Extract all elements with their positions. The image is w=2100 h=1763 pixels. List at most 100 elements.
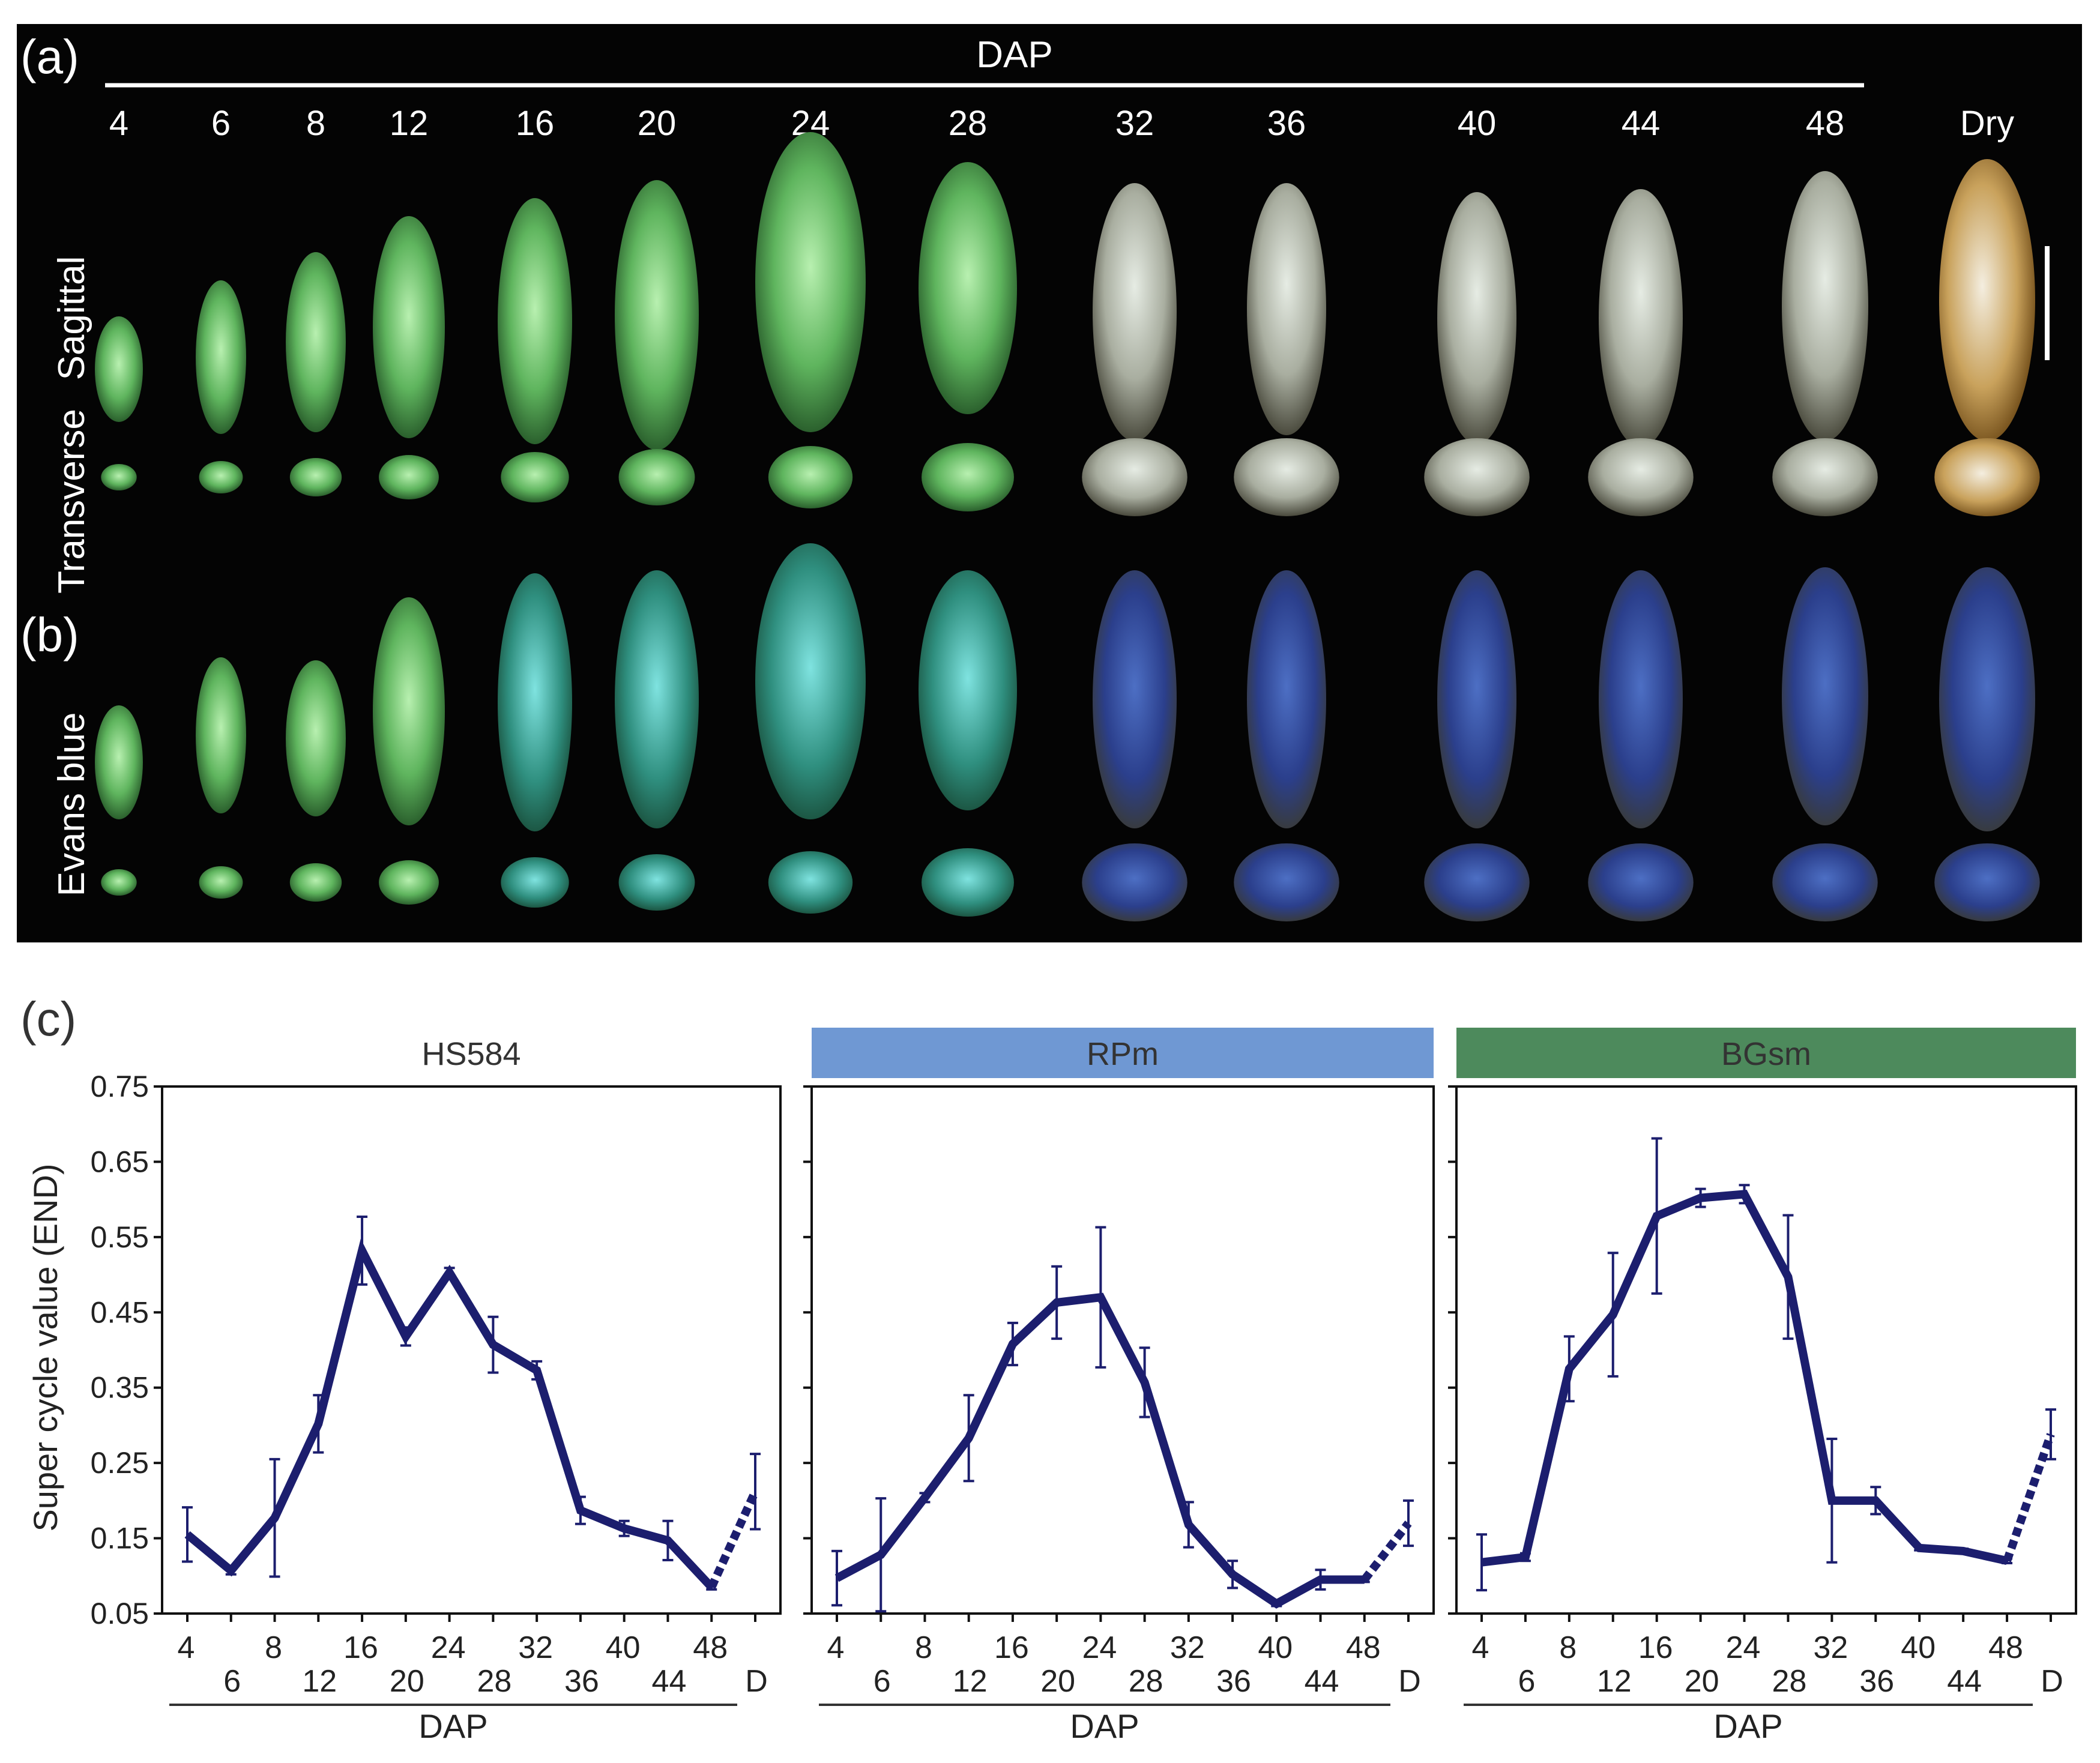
x-tick-label: D: [1398, 1664, 1421, 1699]
y-tick-label: 0.55: [91, 1220, 149, 1254]
x-tick-label: 28: [1129, 1664, 1163, 1699]
evans-blue-sagittal-image: [286, 660, 346, 816]
evans-blue-transverse-image: [379, 860, 439, 905]
y-tick-label: 0.25: [91, 1446, 149, 1480]
x-tick-label: 40: [1901, 1630, 1936, 1665]
evans-blue-sagittal-image: [919, 570, 1017, 810]
chart-title: HS584: [421, 1036, 520, 1072]
evans-blue-transverse-image: [1588, 843, 1694, 921]
y-tick-label: 0.35: [91, 1371, 149, 1405]
x-tick-label: 48: [1346, 1630, 1381, 1665]
x-tick-label: 16: [343, 1630, 378, 1665]
x-tick-label: 32: [518, 1630, 553, 1665]
sagittal-section-image: [196, 280, 246, 434]
timepoint-label: 16: [516, 104, 555, 143]
transverse-section-image: [101, 464, 137, 490]
x-tick-label: D: [745, 1664, 768, 1699]
evans-blue-transverse-image: [768, 851, 853, 914]
timepoint-label: 48: [1806, 104, 1845, 143]
evans-blue-sagittal-image: [755, 543, 866, 819]
x-tick-label: 44: [1947, 1664, 1982, 1699]
row-label-sagittal: Sagittal: [51, 256, 92, 381]
transverse-section-image: [1082, 438, 1187, 516]
transverse-section-image: [1234, 438, 1339, 516]
x-tick-label: 36: [1859, 1664, 1894, 1699]
evans-blue-transverse-image: [922, 848, 1014, 917]
y-tick-label: 0.05: [91, 1597, 149, 1630]
x-tick-label: 20: [390, 1664, 424, 1699]
evans-blue-transverse-image: [1082, 843, 1187, 921]
x-tick-label: 16: [1638, 1630, 1673, 1665]
evans-blue-sagittal-image: [1437, 570, 1516, 828]
plot-frame: [1455, 1085, 2077, 1615]
x-tick-label: 6: [223, 1664, 241, 1699]
evans-blue-sagittal-image: [1247, 570, 1326, 828]
x-tick-label: 32: [1813, 1630, 1848, 1665]
timepoint-label: Dry: [1960, 104, 2014, 143]
sagittal-section-image: [95, 316, 143, 422]
evans-blue-sagittal-image: [498, 573, 572, 831]
timepoint-label: 32: [1115, 104, 1154, 143]
x-tick-label: 16: [994, 1630, 1029, 1665]
transverse-section-image: [1772, 438, 1878, 516]
panel-c-label: (c): [20, 992, 76, 1046]
sagittal-section-image: [919, 162, 1017, 414]
photo-panel-background: [17, 24, 2082, 942]
x-tick-label: 32: [1170, 1630, 1205, 1665]
x-tick-label: 20: [1685, 1664, 1719, 1699]
series-dashed-segment: [1361, 1520, 1412, 1582]
evans-blue-transverse-image: [199, 866, 243, 899]
x-axis-label: DAP: [418, 1707, 487, 1745]
evans-blue-transverse-image: [289, 863, 342, 902]
sagittal-section-image: [1093, 183, 1177, 441]
evans-blue-sagittal-image: [1599, 570, 1683, 828]
x-tick-label: 6: [873, 1664, 891, 1699]
x-tick-label: 40: [1258, 1630, 1293, 1665]
x-axis-label: DAP: [1713, 1707, 1782, 1745]
series-line: [834, 1292, 1365, 1609]
evans-blue-transverse-image: [1234, 843, 1339, 921]
x-tick-label: 4: [1472, 1630, 1489, 1665]
x-tick-label: 28: [477, 1664, 511, 1699]
x-tick-label: 4: [178, 1630, 195, 1665]
sagittal-section-image: [1599, 189, 1683, 447]
sagittal-section-image: [615, 180, 699, 450]
row-label-evans-blue: Evans blue: [51, 713, 92, 897]
x-tick-label: D: [2041, 1664, 2063, 1699]
evans-blue-sagittal-image: [373, 597, 445, 825]
chart-title: BGsm: [1721, 1036, 1811, 1072]
transverse-section-image: [501, 452, 569, 502]
timepoint-label: 4: [109, 104, 128, 143]
chart-header-bar: [1456, 1028, 2076, 1078]
x-tick-label: 24: [1082, 1630, 1117, 1665]
x-tick-label: 8: [915, 1630, 932, 1665]
transverse-section-image: [379, 455, 439, 499]
evans-blue-transverse-image: [501, 857, 569, 908]
panel-a-label: (a): [20, 30, 79, 83]
x-tick-label: 28: [1772, 1664, 1807, 1699]
timepoint-label: 44: [1622, 104, 1661, 143]
sagittal-section-image: [1939, 159, 2035, 441]
timepoint-label: 6: [211, 104, 231, 143]
transverse-section-image: [1588, 438, 1694, 516]
x-tick-label: 6: [1518, 1664, 1535, 1699]
transverse-section-image: [1934, 438, 2040, 516]
evans-blue-transverse-image: [1424, 843, 1530, 921]
y-tick-label: 0.75: [91, 1070, 149, 1103]
evans-blue-transverse-image: [1772, 843, 1878, 921]
evans-blue-sagittal-image: [1782, 567, 1868, 825]
evans-blue-transverse-image: [1934, 843, 2040, 921]
transverse-section-image: [289, 458, 342, 496]
x-tick-label: 44: [1305, 1664, 1339, 1699]
x-tick-label: 36: [1216, 1664, 1251, 1699]
sagittal-section-image: [498, 198, 572, 444]
timepoint-label: 8: [306, 104, 325, 143]
transverse-section-image: [922, 443, 1014, 511]
evans-blue-transverse-image: [101, 869, 137, 896]
x-tick-label: 40: [606, 1630, 641, 1665]
x-tick-label: 20: [1040, 1664, 1075, 1699]
